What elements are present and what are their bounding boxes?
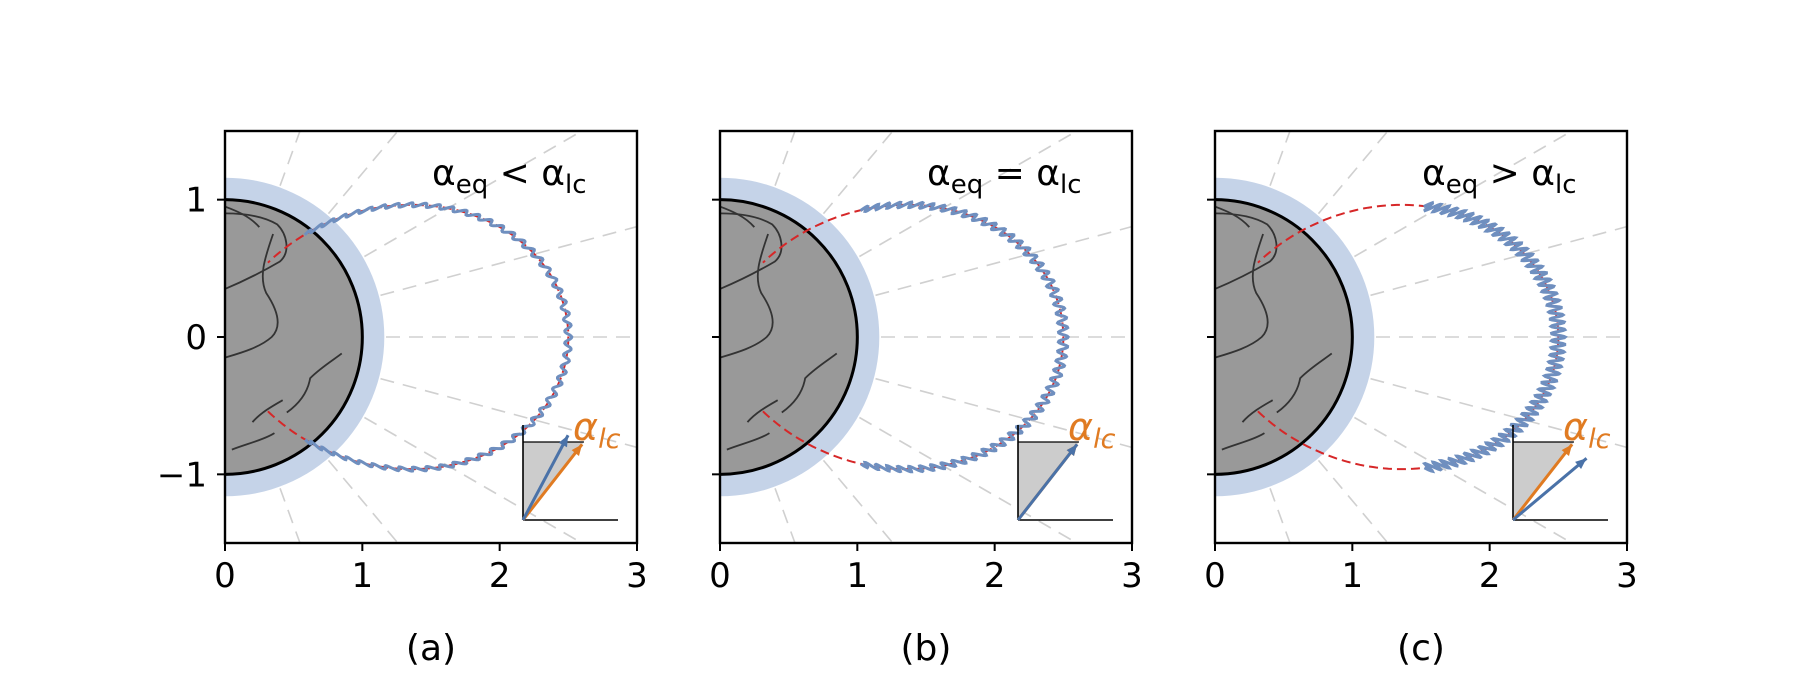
loss-cone-label: αlc (1068, 405, 1116, 455)
x-tick-label: 0 (1204, 556, 1226, 596)
continent-outline (225, 212, 288, 290)
continent-outline (1215, 205, 1251, 228)
continent-outline (781, 352, 838, 414)
condition-text: α (1036, 153, 1060, 194)
continent-outline (1215, 212, 1278, 290)
continent-outline (720, 212, 783, 290)
continent-outline (1215, 233, 1269, 359)
subplot-label: (c) (1397, 628, 1445, 669)
loss-cone-label-symbol: α (1563, 405, 1588, 449)
condition-text: α (432, 153, 456, 194)
continent-outline (720, 205, 756, 228)
continent-outline (286, 352, 343, 414)
condition-text: α (1531, 153, 1555, 194)
continent-outline (251, 399, 284, 423)
condition-text: α (1422, 153, 1446, 194)
continent-outline (726, 432, 770, 451)
condition-text: < (488, 153, 541, 194)
condition-subscript: eq (456, 170, 489, 200)
subplot-label: (b) (901, 628, 952, 669)
field-line (1257, 203, 1560, 471)
loss-cone-label: αlc (1563, 405, 1611, 455)
panel-plot-area-1: αlc (225, 131, 637, 543)
subplot-label: (a) (406, 628, 456, 669)
continent-outline (225, 233, 279, 359)
pitch-angle-arrow-head (558, 435, 569, 448)
x-tick-label: 2 (489, 556, 511, 596)
continent-outline (225, 205, 261, 228)
continent-outline (720, 233, 774, 359)
pitch-angle-arrow-head (1575, 458, 1587, 469)
loss-cone-label-subscript: lc (1093, 424, 1116, 455)
x-tick-label: 1 (1342, 556, 1364, 596)
pitch-angle-arrow-head (1066, 444, 1078, 456)
continent-outline (1276, 352, 1333, 414)
loss-cone-arrow (521, 443, 584, 521)
earth-disk (1215, 198, 1354, 476)
loss-cone-label: αlc (573, 405, 621, 455)
loss-cone-label-symbol: α (1068, 405, 1093, 449)
pitch-angle-arrow (1512, 457, 1588, 522)
condition-subscript: lc (565, 170, 587, 200)
x-tick-label: 0 (214, 556, 236, 596)
x-tick-label: 2 (984, 556, 1006, 596)
condition-subscript: lc (1060, 170, 1082, 200)
condition-subscript: eq (1446, 170, 1479, 200)
condition-label: αeq < αlc (432, 153, 587, 200)
x-tick-label: 3 (1121, 556, 1143, 596)
x-tick-label: 2 (1479, 556, 1501, 596)
condition-text: > (1478, 153, 1531, 194)
particle-trajectory (859, 200, 1071, 474)
x-tick-label: 0 (709, 556, 731, 596)
loss-cone-label-subscript: lc (598, 424, 621, 455)
loss-cone-arrow-head (1561, 444, 1573, 456)
condition-subscript: eq (951, 170, 984, 200)
continent-outline (746, 399, 779, 423)
particle-trajectory (303, 201, 574, 473)
pitch-angle-arrow (1016, 443, 1079, 521)
condition-text: α (927, 153, 951, 194)
loss-cone-arrow (1511, 443, 1574, 521)
earth-disk (225, 198, 364, 476)
x-tick-label: 3 (626, 556, 648, 596)
particle-trajectory (1421, 200, 1568, 474)
pitch-angle-arrow (521, 434, 570, 521)
y-tick-label: 1 (185, 181, 207, 221)
panel-plot-area-2: αlc (720, 131, 1132, 543)
x-tick-label: 1 (847, 556, 869, 596)
y-tick-label: −1 (157, 455, 207, 495)
continent-outline (1241, 399, 1274, 423)
condition-subscript: lc (1555, 170, 1577, 200)
condition-text: = (983, 153, 1036, 194)
x-tick-label: 1 (352, 556, 374, 596)
condition-label: αeq = αlc (927, 153, 1082, 200)
x-tick-label: 3 (1616, 556, 1638, 596)
loss-cone-label-subscript: lc (1588, 424, 1611, 455)
condition-text: α (541, 153, 565, 194)
continent-outline (1221, 432, 1265, 451)
condition-label: αeq > αlc (1422, 153, 1577, 200)
panel-plot-area-3: αlc (1215, 131, 1627, 543)
continent-outline (231, 432, 275, 451)
loss-cone-arrow-head (571, 444, 583, 456)
y-tick-label: 0 (185, 318, 207, 358)
loss-cone-label-symbol: α (573, 405, 598, 449)
